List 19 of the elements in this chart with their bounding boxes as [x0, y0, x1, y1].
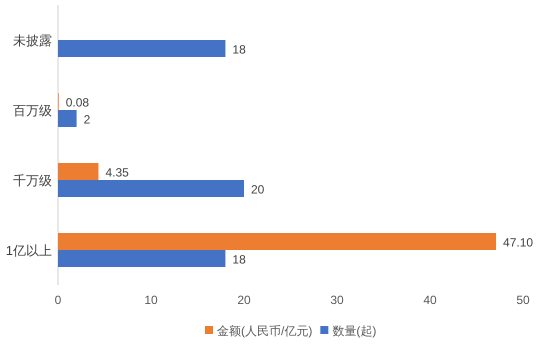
legend-label: 数量(起) — [332, 324, 376, 338]
data-label: 20 — [251, 182, 265, 196]
x-tick-label: 20 — [237, 293, 251, 307]
y-tick-label: 百万级 — [13, 103, 52, 118]
x-tick-label: 10 — [144, 293, 158, 307]
x-tick-label: 40 — [423, 293, 437, 307]
data-label: 47.10 — [503, 236, 534, 250]
data-label: 2 — [84, 112, 91, 126]
x-tick-label: 50 — [516, 293, 530, 307]
x-tick-label: 0 — [54, 293, 62, 307]
data-label: 18 — [232, 42, 246, 56]
y-tick-label: 未披露 — [13, 33, 52, 48]
legend-label: 金额(人民币/亿元) — [217, 324, 312, 338]
y-tick-label: 1亿以上 — [6, 243, 52, 258]
y-tick-label: 千万级 — [13, 173, 52, 188]
x-tick-label: 30 — [330, 293, 344, 307]
data-label: 18 — [232, 252, 246, 266]
data-label: 0.08 — [66, 96, 90, 110]
data-label: 4.35 — [105, 166, 130, 180]
